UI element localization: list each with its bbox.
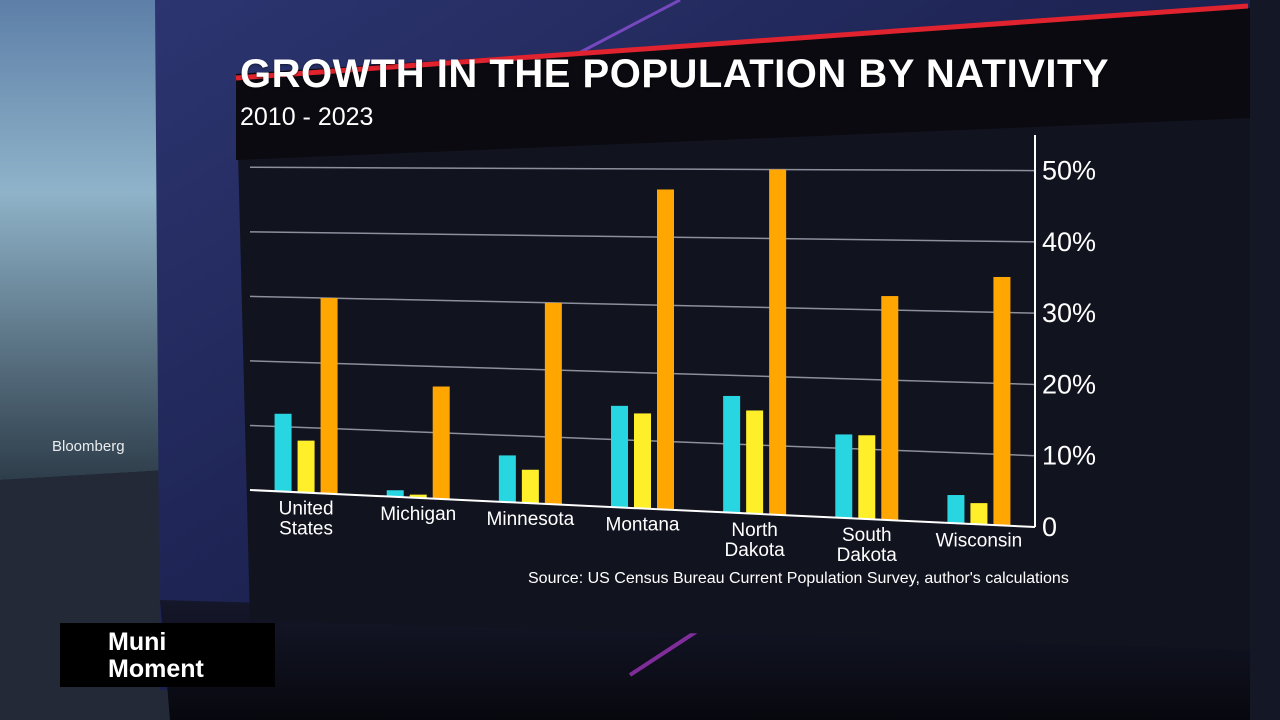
x-tick-label-line: Minnesota [487, 509, 575, 530]
bar [746, 410, 764, 514]
y-tick-label: 40% [1042, 227, 1096, 257]
network-logo: Bloomberg [52, 438, 125, 455]
bar [723, 395, 741, 513]
x-tick-label: Montana [606, 515, 680, 536]
chart-header: GROWTH IN THE POPULATION BY NATIVITY 201… [240, 52, 1140, 132]
x-tick-label-line: North [731, 520, 777, 541]
title-bar [236, 8, 1250, 160]
segment-title: Muni Moment [108, 629, 275, 683]
x-tick-label: Wisconsin [936, 530, 1023, 551]
x-tick-label-line: Montana [606, 515, 680, 536]
segment-title-line2: Moment [108, 655, 204, 683]
x-tick-label: North Dakota [725, 520, 786, 561]
x-tick-labels: United States Michigan Minnesota Montana Nort… [279, 499, 1023, 566]
x-axis-line [249, 489, 1036, 528]
bar [881, 296, 899, 521]
title-accent-line [235, 3, 1249, 81]
bar [993, 276, 1011, 526]
lower-third-banner: Muni Moment [60, 623, 275, 687]
bar [274, 413, 292, 492]
x-tick-label: South Dakota [837, 525, 898, 566]
gridline [249, 231, 1036, 243]
bars [274, 169, 1011, 526]
bar [970, 503, 988, 525]
bar [320, 298, 338, 494]
x-tick-label-line: South [842, 525, 892, 546]
x-tick-label-line: Dakota [725, 540, 786, 561]
y-tick-label: 30% [1042, 298, 1096, 328]
x-tick-label-line: United [279, 499, 334, 520]
x-tick-label: United States [279, 499, 334, 540]
bar [769, 169, 787, 515]
gridlines [249, 166, 1036, 457]
bar [858, 435, 876, 520]
bar [657, 189, 674, 510]
bar [634, 413, 651, 509]
chart-subtitle: 2010 - 2023 [240, 103, 374, 131]
bar [544, 302, 562, 505]
x-tick-label-line: Dakota [837, 545, 898, 566]
x-tick-label-line: Wisconsin [936, 530, 1023, 551]
y-tick-label: 0 [1042, 512, 1057, 542]
bar [297, 440, 315, 493]
bar [386, 490, 404, 497]
y-tick-label: 10% [1042, 441, 1096, 471]
y-tick-label: 50% [1042, 156, 1096, 186]
gridline [249, 295, 1036, 314]
bar [409, 494, 427, 498]
bar [947, 495, 965, 524]
bar [498, 455, 516, 503]
bar [835, 434, 853, 518]
y-tick-labels: 0 10% 20% 30% 40% 50% [1042, 156, 1096, 542]
segment-title-line1: Muni [108, 628, 167, 656]
chart-source-note: Source: US Census Bureau Current Populat… [528, 570, 1069, 587]
y-tick-label: 20% [1042, 369, 1096, 399]
chart-title: GROWTH IN THE POPULATION BY NATIVITY [240, 52, 1110, 96]
bar [611, 405, 628, 508]
x-tick-label: Michigan [380, 504, 456, 525]
gridline [249, 166, 1036, 172]
gridline [249, 360, 1036, 386]
bar [432, 386, 450, 500]
bar [521, 469, 539, 504]
x-tick-label: Minnesota [487, 509, 575, 530]
x-tick-label-line: Michigan [380, 504, 456, 525]
x-tick-label-line: States [279, 519, 333, 540]
